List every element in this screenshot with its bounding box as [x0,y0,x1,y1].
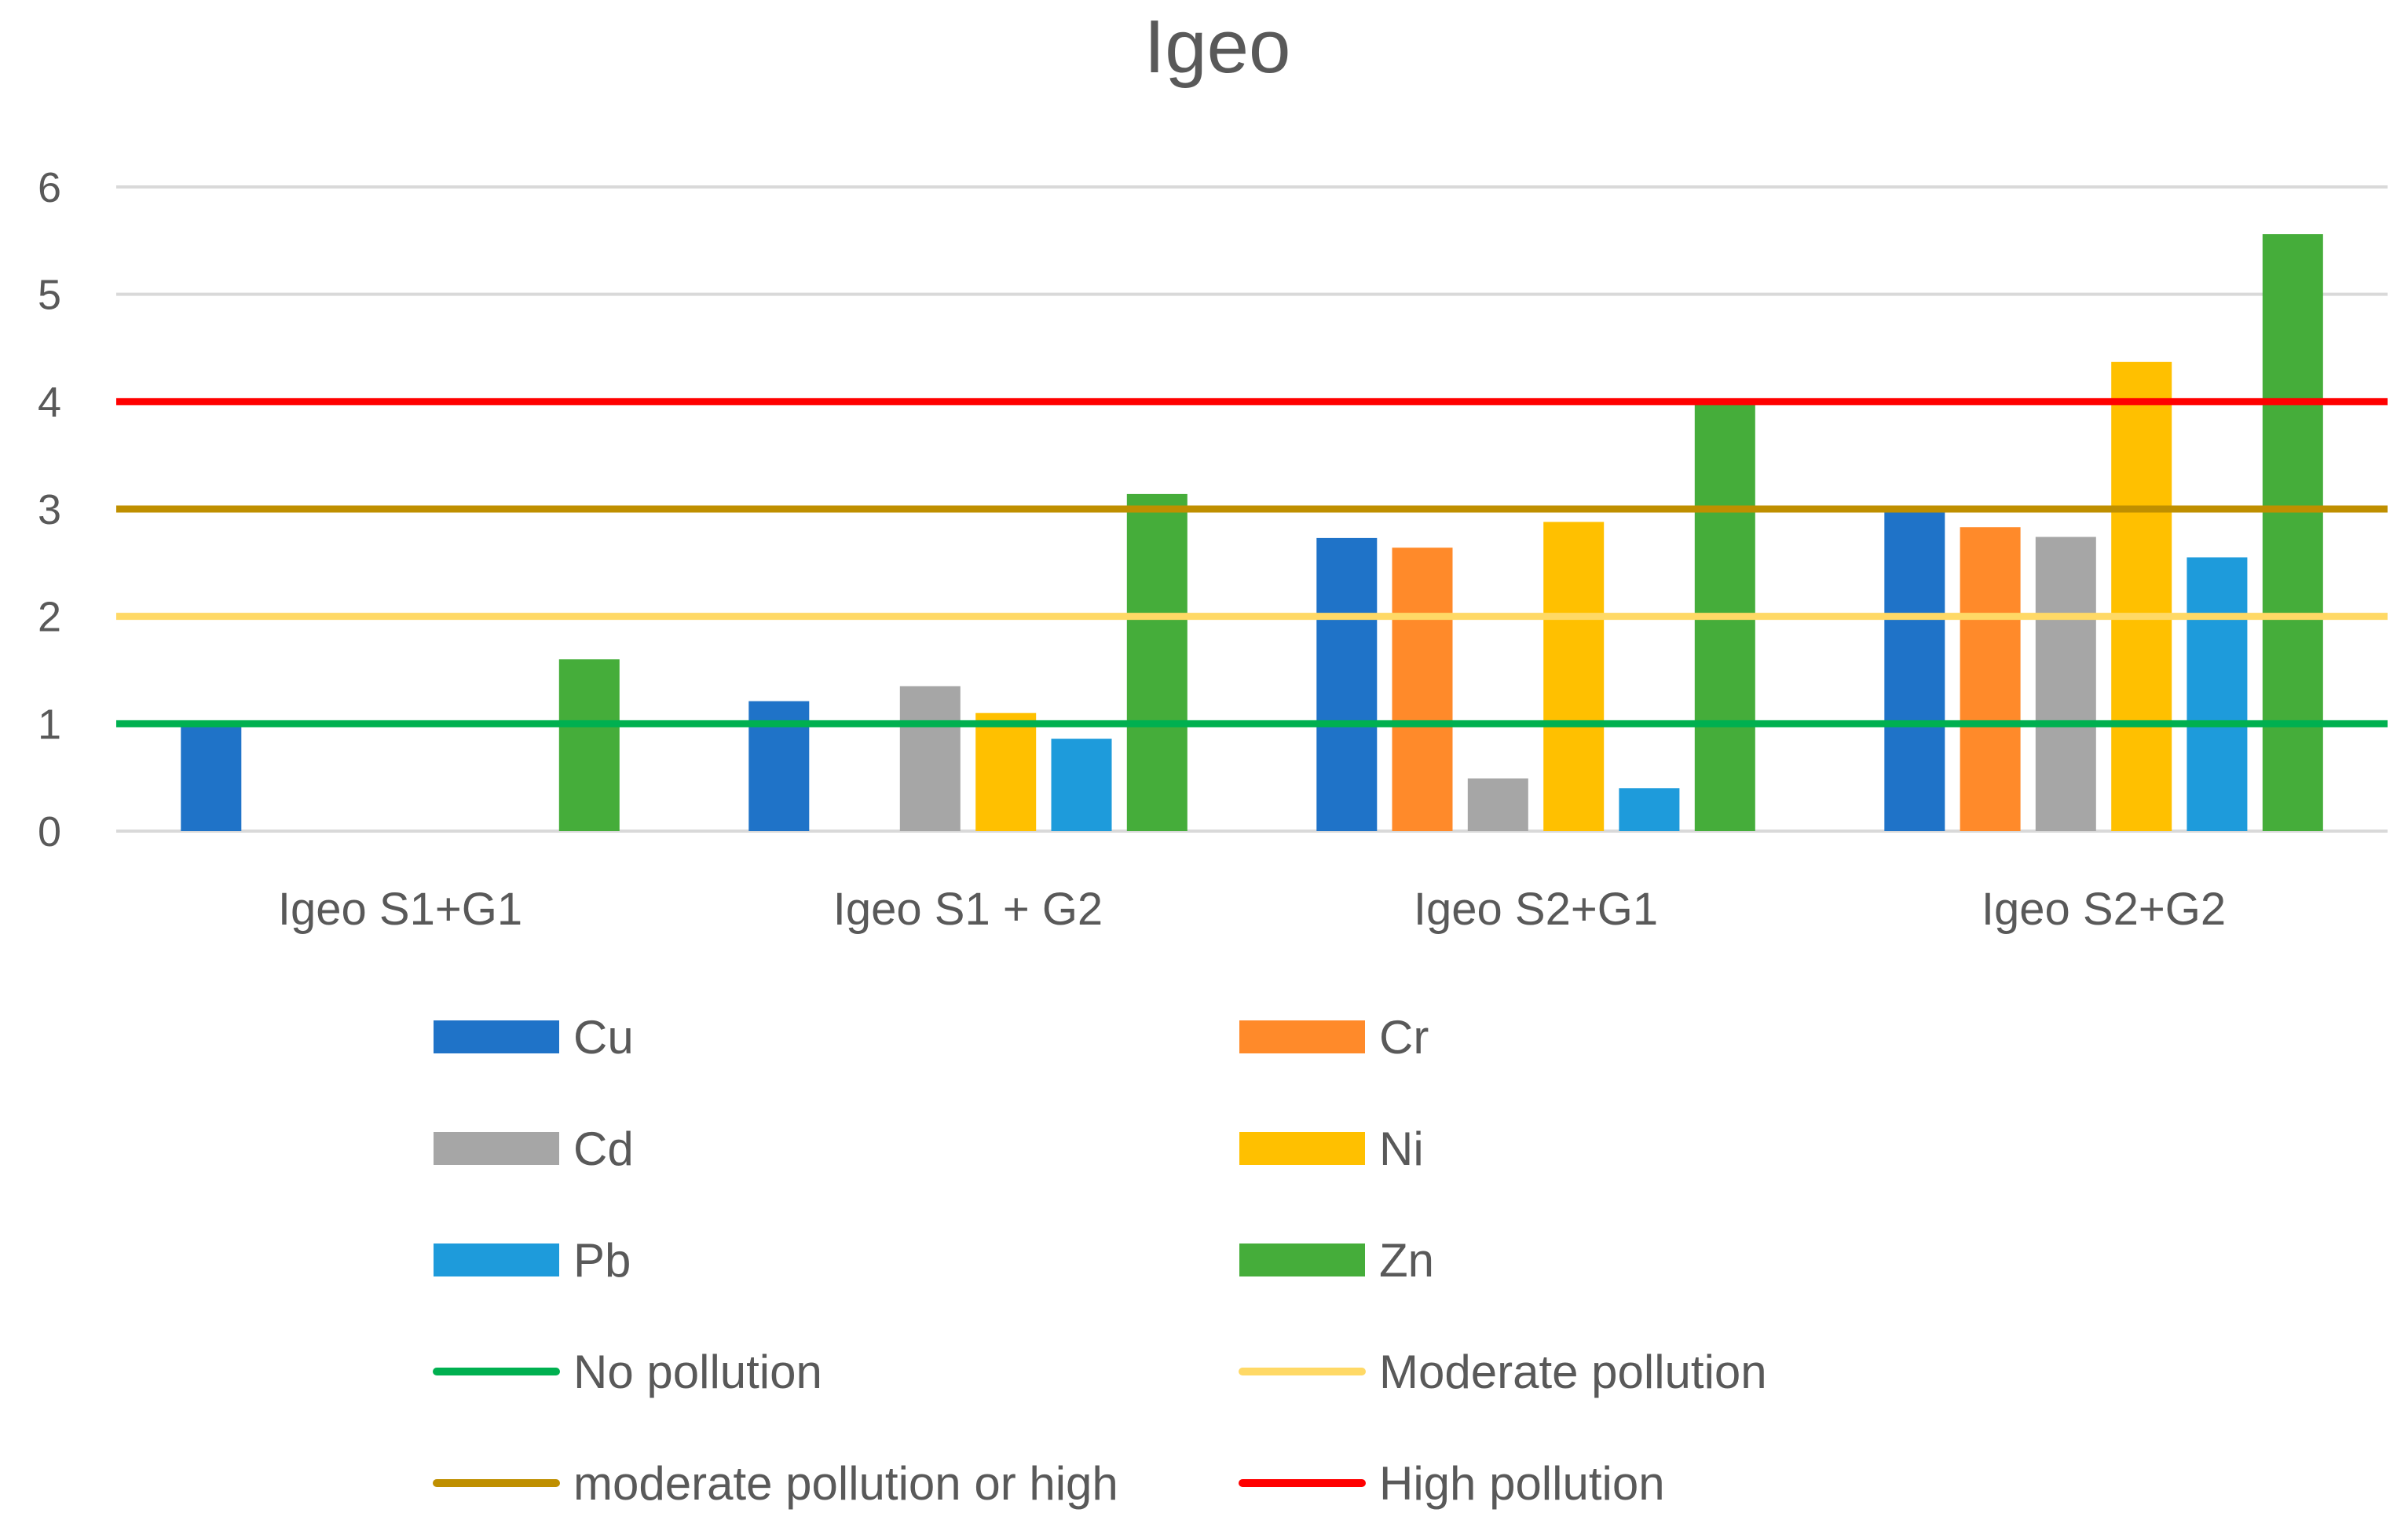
legend-label: No pollution [573,1346,822,1398]
bar-zn-igeo-s1-g1 [558,659,620,831]
bar-ni-igeo-s1-g2 [975,712,1037,831]
y-tick-label: 2 [38,594,61,641]
legend-item-ni: Ni [1239,1123,1424,1175]
legend-item-cu: Cu [434,1011,634,1064]
x-category-label: Igeo S1+G1 [278,884,522,935]
reference-lines [116,397,2388,727]
legend-label: Cd [573,1123,634,1175]
legend-swatch [434,1132,559,1165]
legend: Cu Cr Cd Ni Pb Zn No pollution Moderate polluti… [433,1011,1767,1510]
y-tick-label: 0 [38,808,61,855]
legend-item-cr: Cr [1239,1011,1429,1064]
y-tick-label: 5 [38,272,61,319]
legend-item-moderate-pollution-or-high: moderate pollution or high [433,1457,1118,1510]
bar-cu-igeo-s1-g1 [181,721,242,831]
y-axis-ticks: 0 1 2 3 4 5 6 [38,164,61,855]
y-tick-label: 6 [38,164,61,211]
legend-label: Moderate pollution [1379,1346,1767,1398]
bar-cu-igeo-s2-g2 [1884,510,1945,831]
legend-label: Zn [1379,1234,1434,1287]
legend-item-high-pollution: High pollution [1239,1457,1665,1510]
legend-label: Pb [573,1234,631,1287]
x-category-label: Igeo S2+G2 [1982,884,2226,935]
bar-pb-igeo-s1-g2 [1051,738,1112,831]
legend-item-cd: Cd [434,1123,634,1175]
bars [181,234,2323,832]
bar-pb-igeo-s2-g1 [1619,788,1680,831]
legend-label: moderate pollution or high [573,1457,1118,1510]
bar-cu-igeo-s2-g1 [1316,537,1378,831]
bar-cr-igeo-s2-g1 [1392,548,1453,831]
y-tick-label: 4 [38,379,61,426]
bar-zn-igeo-s2-g2 [2262,234,2323,832]
bar-pb-igeo-s2-g2 [2187,557,2248,831]
legend-swatch [1239,1020,1365,1053]
legend-item-moderate-pollution: Moderate pollution [1239,1346,1767,1398]
legend-swatch [434,1243,559,1276]
x-axis-categories: Igeo S1+G1 Igeo S1 + G2 Igeo S2+G1 Igeo S2+… [278,884,2226,935]
legend-item-no-pollution: No pollution [433,1346,822,1398]
bar-cd-igeo-s2-g2 [2035,537,2096,831]
x-category-label: Igeo S1 + G2 [833,884,1103,935]
legend-swatch [1239,1132,1365,1165]
bar-cr-igeo-s2-g2 [1960,527,2021,831]
x-category-label: Igeo S2+G1 [1414,884,1658,935]
bar-cd-igeo-s2-g1 [1467,778,1528,831]
y-tick-label: 3 [38,486,61,533]
chart-title: Igeo [1144,5,1291,89]
legend-swatch [1239,1243,1365,1276]
legend-label: Ni [1379,1123,1424,1175]
legend-item-zn: Zn [1239,1234,1434,1287]
legend-item-pb: Pb [434,1234,631,1287]
bar-ni-igeo-s2-g1 [1543,522,1605,831]
legend-label: High pollution [1379,1457,1665,1510]
legend-swatch [434,1020,559,1053]
y-tick-label: 1 [38,701,61,748]
bar-zn-igeo-s1-g2 [1126,493,1188,831]
bar-cd-igeo-s1-g2 [899,686,961,831]
bar-ni-igeo-s2-g2 [2111,361,2172,831]
legend-label: Cu [573,1011,634,1064]
legend-label: Cr [1379,1011,1429,1064]
